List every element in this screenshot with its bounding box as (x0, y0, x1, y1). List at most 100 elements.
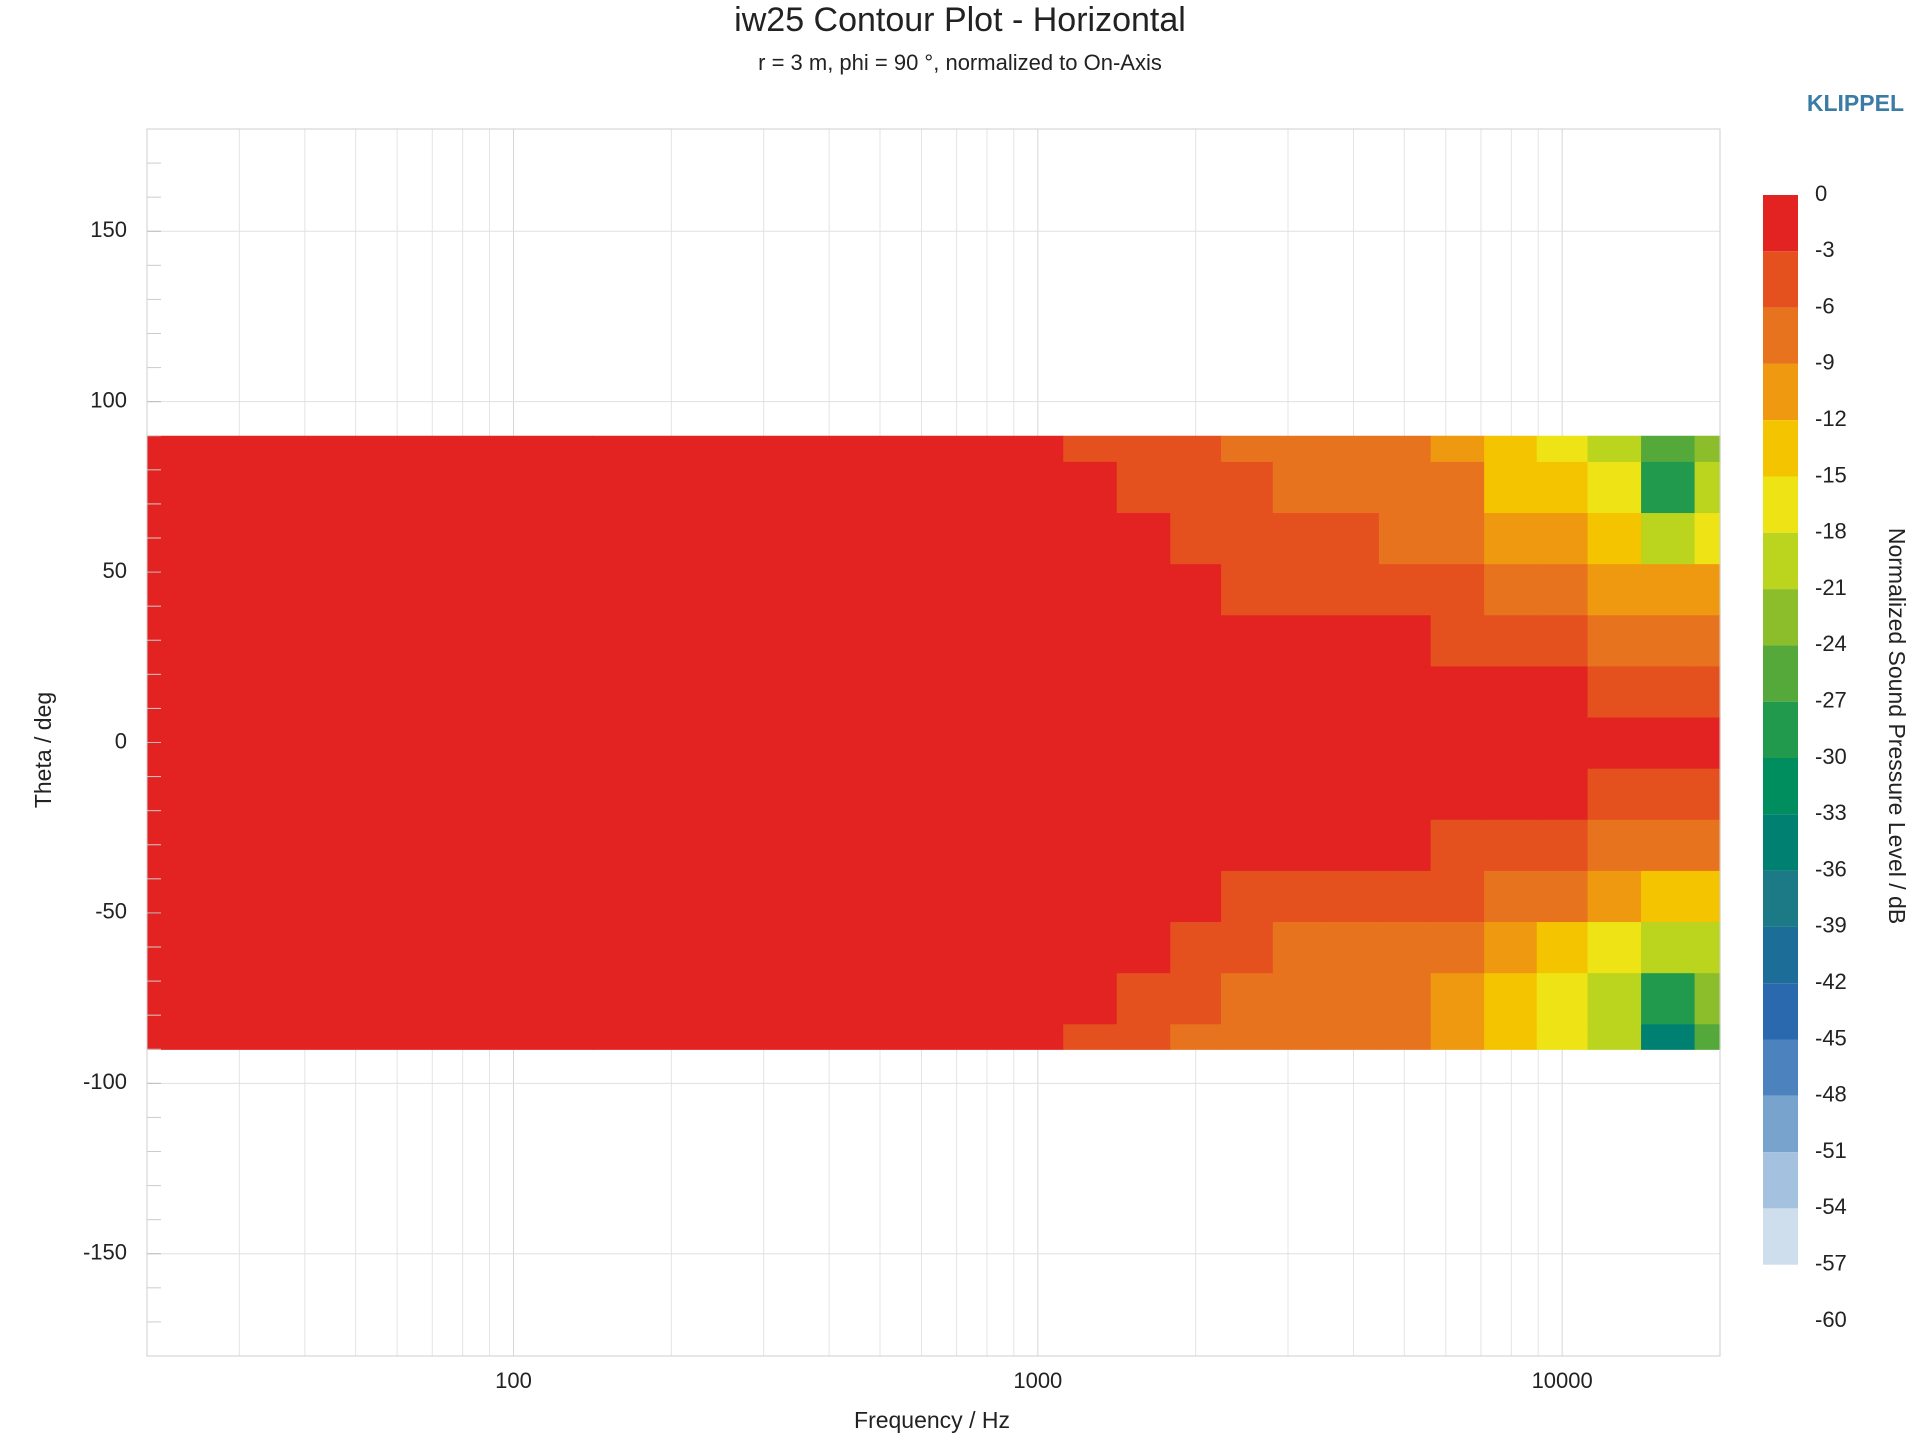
contour-cell (147, 512, 594, 565)
contour-cell (1484, 819, 1538, 871)
colorbar-tick-label: -54 (1815, 1194, 1847, 1219)
contour-cell (147, 614, 594, 667)
contour-cell (147, 461, 594, 514)
contour-cell (1484, 768, 1538, 820)
contour-cell (1430, 563, 1485, 616)
contour-cell (1430, 512, 1485, 565)
contour-cell (1063, 665, 1118, 718)
contour-cell (1378, 563, 1432, 616)
contour-cell (1641, 768, 1696, 820)
contour-cell (1170, 512, 1222, 565)
contour-cell (1587, 435, 1642, 462)
contour-cell (1641, 461, 1696, 514)
contour-cell (1587, 972, 1642, 1025)
contour-cell (1694, 972, 1721, 1025)
contour-cell (147, 768, 594, 820)
contour-cell (1221, 921, 1274, 974)
contour-cell (1536, 614, 1589, 667)
contour-cell (1641, 512, 1696, 565)
contour-cell (1484, 461, 1538, 514)
brand: KLIPPEL (1807, 90, 1904, 116)
colorbar-tick-label: -27 (1815, 688, 1847, 713)
contour-cell (1694, 461, 1721, 514)
contour-cell (1326, 921, 1380, 974)
contour-cell (1430, 768, 1485, 820)
contour-cell (1170, 665, 1222, 718)
contour-cell (1641, 716, 1696, 769)
y-tick-label: 0 (115, 728, 127, 753)
contour-cell (1378, 716, 1432, 769)
contour-cell (1587, 665, 1642, 718)
contour-cell (1272, 870, 1327, 923)
contour-cell (1430, 1023, 1485, 1050)
x-tick-label: 1000 (1013, 1368, 1062, 1393)
contour-cell (1378, 614, 1432, 667)
contour-cell (592, 819, 1064, 871)
contour-cell (1430, 716, 1485, 769)
colorbar-tick-label: -30 (1815, 744, 1847, 769)
contour-cell (1063, 972, 1118, 1025)
contour-cell (1326, 768, 1380, 820)
contour-cell (1063, 870, 1118, 923)
contour-cell (1063, 461, 1118, 514)
y-tick-label: -100 (83, 1069, 127, 1094)
contour-cell (1063, 1023, 1118, 1050)
colorbar-swatch (1763, 363, 1798, 421)
contour-cell (1587, 614, 1642, 667)
contour-cell (1063, 768, 1118, 820)
contour-cell (1170, 768, 1222, 820)
colorbar-tick-label: -33 (1815, 800, 1847, 825)
contour-cell (1641, 972, 1696, 1025)
contour-cell (1221, 870, 1274, 923)
colorbar-tick-label: 0 (1815, 181, 1827, 206)
contour-cell (1587, 768, 1642, 820)
contour-cell (1272, 512, 1327, 565)
contour-cell (1694, 716, 1721, 769)
contour-cell (1587, 716, 1642, 769)
contour-cell (1587, 563, 1642, 616)
x-axis-label: Frequency / Hz (854, 1407, 1010, 1433)
plot-frame (146, 128, 1721, 1357)
contour-cell (1536, 665, 1589, 718)
contour-cell (1430, 461, 1485, 514)
contour-cell (1694, 563, 1721, 616)
contour-cell (1694, 512, 1721, 565)
contour-cell (1378, 435, 1432, 462)
contour-cell (1063, 921, 1118, 974)
contour-cell (147, 1023, 594, 1050)
contour-cell (1694, 665, 1721, 718)
contour-cell (1694, 921, 1721, 974)
colorbar-tick-label: -48 (1815, 1082, 1847, 1107)
contour-cell (1641, 563, 1696, 616)
colorbar-swatch (1763, 1095, 1798, 1153)
contour-cell (1221, 972, 1274, 1025)
contour-cell (1430, 665, 1485, 718)
contour-cell (1221, 461, 1274, 514)
contour-cell (1170, 870, 1222, 923)
colorbar-swatch (1763, 926, 1798, 984)
contour-cell (1221, 614, 1274, 667)
contour-cell (1272, 665, 1327, 718)
contour-cell (1326, 614, 1380, 667)
contour-cell (1170, 461, 1222, 514)
colorbar-swatch (1763, 476, 1798, 533)
contour-cell (1063, 614, 1118, 667)
contour-cell (1326, 563, 1380, 616)
y-tick-label: -50 (95, 899, 127, 924)
contour-cell (1694, 435, 1721, 462)
contour-cell (592, 768, 1064, 820)
contour-cell (592, 563, 1064, 616)
contour-cell (1587, 461, 1642, 514)
colorbar-swatch (1763, 701, 1798, 758)
contour-cell (1272, 1023, 1327, 1050)
contour-cell (1378, 819, 1432, 871)
contour-cell (1272, 614, 1327, 667)
contour-cell (1272, 921, 1327, 974)
colorbar-tick-label: -21 (1815, 575, 1847, 600)
contour-cell (1641, 870, 1696, 923)
contour-cell (1116, 665, 1171, 718)
colorbar-swatch (1763, 1152, 1798, 1209)
colorbar-swatch (1763, 420, 1798, 477)
contour-cell (1170, 972, 1222, 1025)
